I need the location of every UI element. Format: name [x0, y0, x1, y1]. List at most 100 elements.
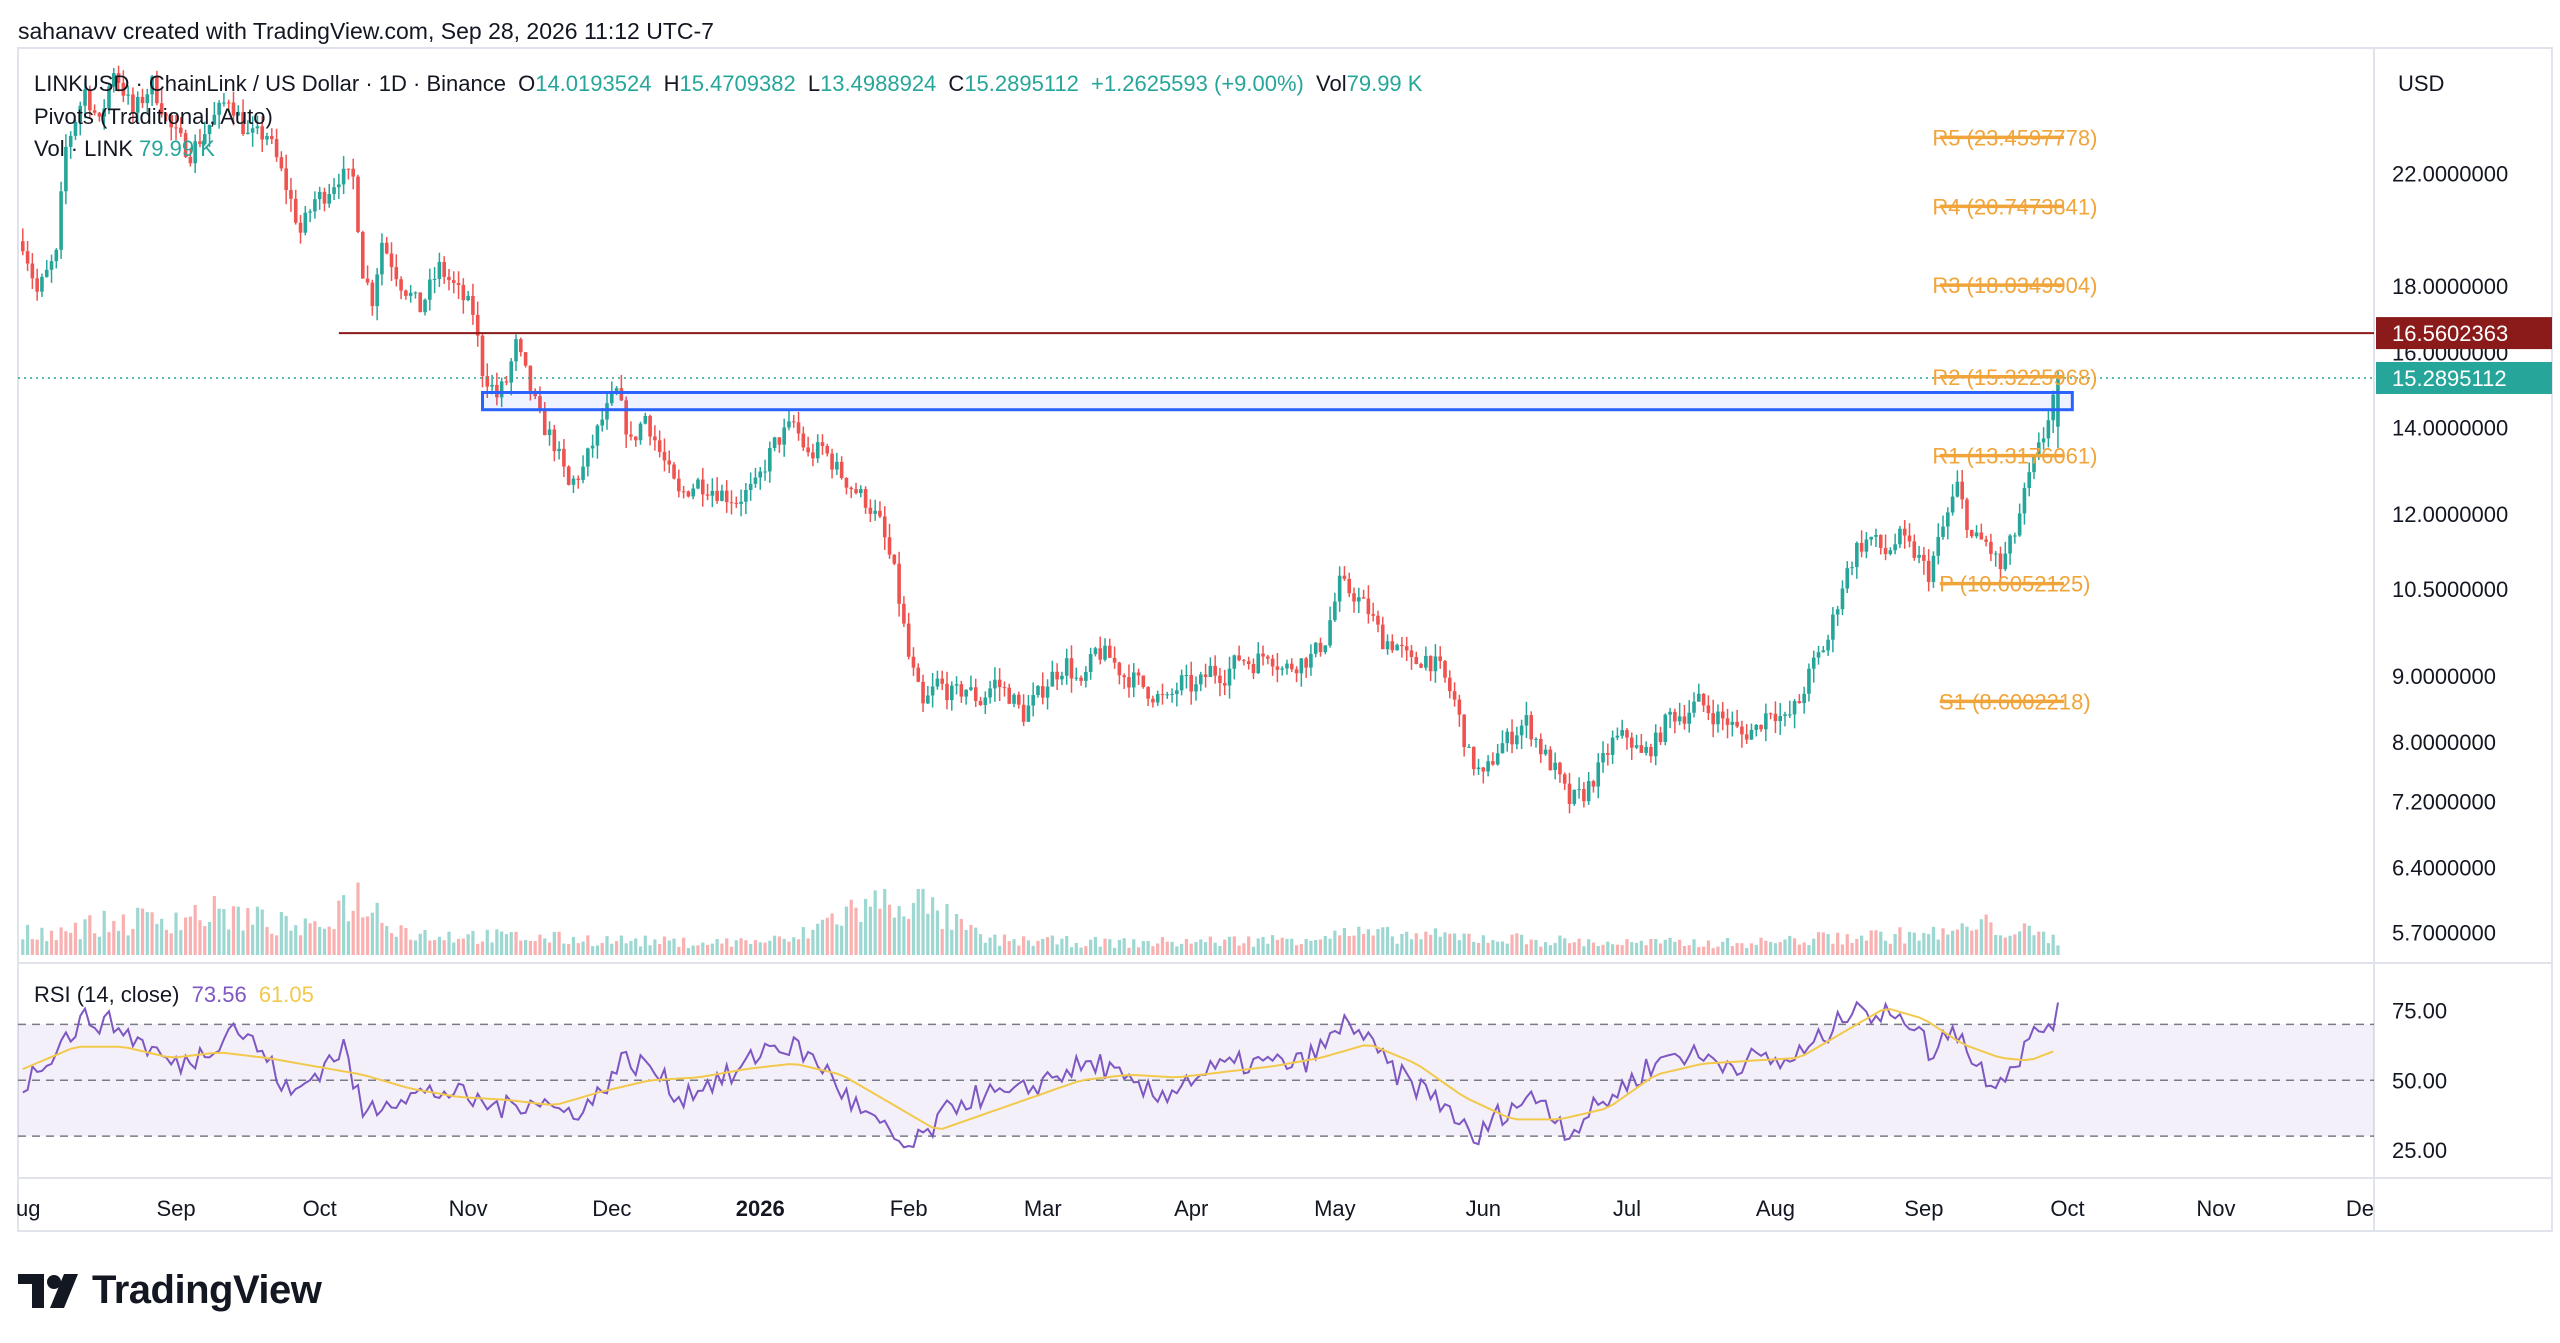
- volume-bar: [1816, 932, 1821, 955]
- volume-bar: [1433, 928, 1438, 955]
- volume-bar: [1831, 943, 1835, 955]
- volume-bar: [993, 934, 997, 955]
- volume-bar: [701, 942, 705, 955]
- candle-body: [1457, 699, 1462, 715]
- volume-bar: [2003, 937, 2007, 955]
- volume-bar: [1520, 934, 1524, 955]
- volume-bar: [614, 941, 619, 955]
- volume-bar: [1476, 942, 1481, 955]
- volume-bar: [1467, 933, 1471, 955]
- candle-body: [768, 448, 772, 472]
- pivots-legend[interactable]: Pivots (Traditional, Auto): [34, 104, 273, 129]
- volume-bar: [1989, 922, 1993, 955]
- candle-body: [868, 507, 873, 514]
- candle-body: [1850, 567, 1854, 569]
- volume-bar: [744, 940, 748, 955]
- volume-bar: [1103, 938, 1107, 955]
- candle-body: [30, 263, 35, 279]
- volume-bar: [1395, 943, 1399, 955]
- volume-bar: [1716, 946, 1720, 955]
- candle-body: [1021, 704, 1026, 722]
- volume-bar: [332, 929, 336, 955]
- candle-body: [600, 419, 605, 426]
- volume-bar: [825, 917, 829, 955]
- volume-bar: [600, 942, 604, 955]
- volume-bar: [241, 930, 245, 955]
- candle-body: [289, 190, 293, 199]
- candle-body: [509, 361, 514, 383]
- rsi-legend[interactable]: RSI (14, close) 73.56 61.05: [34, 982, 314, 1007]
- candle-body: [1127, 677, 1131, 688]
- candle-body: [1898, 528, 1902, 545]
- volume-bar: [370, 912, 374, 955]
- candle-body: [796, 422, 801, 434]
- volume-bar: [998, 945, 1002, 955]
- volume-bar: [816, 923, 820, 955]
- candle-body: [2027, 472, 2032, 489]
- volume-bar: [796, 939, 801, 955]
- volume-bar: [2032, 935, 2036, 955]
- volume-bar: [1553, 942, 1557, 955]
- candle-body: [1505, 731, 1510, 744]
- candle-body: [1017, 694, 1021, 705]
- candle-body: [313, 199, 317, 212]
- volume-bar: [1888, 943, 1892, 955]
- volume-bar: [662, 936, 667, 955]
- volume-bar: [624, 943, 628, 955]
- candle-body: [255, 126, 260, 129]
- volume-bar: [1745, 948, 1749, 955]
- volume-bar: [1007, 941, 1011, 955]
- candle-body: [926, 695, 930, 704]
- candle-body: [902, 603, 906, 624]
- price-tick-label: 6.4000000: [2392, 855, 2496, 880]
- candle-body: [1534, 738, 1538, 740]
- time-tick-label: ug: [16, 1196, 40, 1221]
- volume-bar: [591, 946, 595, 955]
- volume-bar: [207, 921, 212, 955]
- candle-body: [1443, 660, 1447, 678]
- volume-bar: [696, 945, 700, 955]
- volume-bar: [1529, 939, 1533, 955]
- volume-bar: [1199, 939, 1203, 955]
- candle-body: [1787, 714, 1792, 716]
- volume-bar: [1812, 938, 1816, 955]
- attribution-text: sahanavv created with TradingView.com, S…: [18, 18, 714, 44]
- volume-bar: [653, 939, 657, 955]
- volume-bar: [1922, 932, 1926, 955]
- candle-body: [1764, 713, 1768, 730]
- volume-bar: [835, 924, 839, 955]
- volume-bar: [988, 937, 992, 955]
- candle-body: [303, 212, 308, 233]
- candle-body: [2003, 553, 2008, 570]
- volume-bar: [174, 912, 178, 955]
- candle-body: [945, 683, 949, 701]
- volume-bar: [361, 917, 365, 955]
- candle-body: [1467, 746, 1471, 748]
- volume-bar: [1136, 947, 1141, 955]
- candle-body: [1907, 535, 1912, 542]
- volume-bar: [433, 940, 437, 955]
- volume-bar: [892, 917, 896, 955]
- volume-bar: [1740, 943, 1744, 955]
- volume-bar: [1730, 946, 1734, 955]
- candle-body: [973, 687, 978, 701]
- candle-body: [1778, 716, 1783, 722]
- tradingview-logo[interactable]: TradingView: [18, 1268, 322, 1313]
- volume-bar: [1611, 944, 1615, 955]
- candle-body: [1950, 496, 1955, 513]
- candle-body: [2032, 456, 2036, 473]
- volume-bar: [1917, 940, 1921, 955]
- candle-body: [150, 76, 154, 95]
- candle-body: [1582, 789, 1586, 802]
- volume-bar: [452, 942, 456, 955]
- candle-body: [940, 678, 945, 684]
- time-axis: ug Sep Oct Nov Dec 2026 Feb Mar Apr May Jun Jul Aug S…: [16, 1196, 2374, 1221]
- volume-bar: [2041, 931, 2046, 955]
- candle-body: [1098, 648, 1103, 660]
- volume-bar: [1697, 947, 1701, 955]
- time-tick-label: Jul: [1613, 1196, 1641, 1221]
- candle-body: [1337, 575, 1342, 602]
- volume-bar: [1022, 936, 1026, 955]
- volume-bar: [1539, 946, 1543, 955]
- vol-link-legend[interactable]: Vol · LINK 79.99 K: [34, 136, 215, 161]
